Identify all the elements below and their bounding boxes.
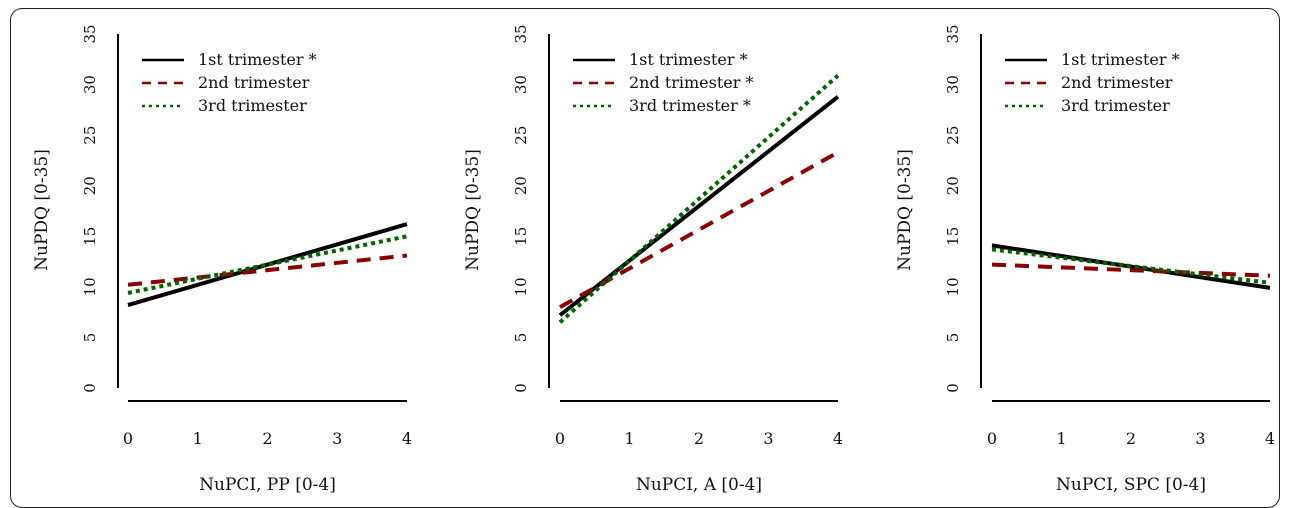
- y-tick-label: 25: [81, 126, 99, 145]
- legend-label: 2nd trimester *: [629, 73, 754, 92]
- x-tick-label: 4: [833, 429, 843, 448]
- series-line-1: [558, 95, 840, 317]
- legend-label: 3rd trimester: [198, 96, 307, 115]
- y-tick-label: 15: [512, 227, 530, 246]
- x-axis-label: NuPCI, PP [0-4]: [199, 475, 336, 495]
- y-tick-label: 20: [944, 176, 962, 195]
- y-tick-label: 10: [944, 277, 962, 296]
- y-tick-label: 10: [81, 277, 99, 296]
- x-tick-label: 1: [193, 429, 203, 448]
- x-tick-label: 3: [763, 429, 773, 448]
- y-tick-label: 35: [512, 24, 530, 43]
- legend-label: 2nd trimester: [1061, 73, 1173, 92]
- y-tick-label: 35: [944, 24, 962, 43]
- x-tick-label: 2: [262, 429, 272, 448]
- y-tick-label: 15: [944, 227, 962, 246]
- legend-label: 3rd trimester *: [629, 96, 751, 115]
- y-tick-label: 30: [512, 75, 530, 94]
- x-tick-label: 0: [123, 429, 133, 448]
- y-tick-label: 0: [944, 383, 962, 393]
- y-tick-label: 15: [81, 227, 99, 246]
- chart-panel-3: 0 5 10 15 20 25 30 35 0 1 2 3 4 NuPDQ [0-35] NuPCI, SP…: [895, 24, 1275, 495]
- y-tick-label: 25: [512, 126, 530, 145]
- y-tick-label: 20: [512, 176, 530, 195]
- series-line-2: [127, 253, 408, 287]
- series-line-1: [127, 222, 408, 308]
- series-line-3: [991, 247, 1271, 285]
- x-axis-label: NuPCI, SPC [0-4]: [1056, 475, 1206, 495]
- x-tick-label: 0: [987, 429, 997, 448]
- x-tick-label: 2: [694, 429, 704, 448]
- x-tick-label: 0: [555, 429, 565, 448]
- y-tick-label: 25: [944, 126, 962, 145]
- series-line-2: [559, 150, 839, 309]
- legend-label: 3rd trimester: [1061, 96, 1170, 115]
- y-tick-label: 30: [944, 75, 962, 94]
- y-axis-label: NuPDQ [0-35]: [32, 149, 52, 271]
- legend-label: 1st trimester *: [1061, 50, 1180, 69]
- series-line-2: [991, 262, 1271, 278]
- x-tick-label: 1: [624, 429, 634, 448]
- x-tick-label: 3: [1195, 429, 1205, 448]
- y-tick-label: 35: [81, 24, 99, 43]
- y-tick-label: 5: [512, 333, 530, 343]
- y-tick-label: 20: [81, 176, 99, 195]
- y-tick-label: 0: [81, 383, 99, 393]
- series-line-3: [558, 74, 840, 324]
- legend-label: 1st trimester *: [629, 50, 748, 69]
- y-axis-label: NuPDQ [0-35]: [895, 149, 915, 271]
- series-line-1: [991, 243, 1271, 290]
- x-tick-label: 1: [1056, 429, 1066, 448]
- chart-panel-1: 0 5 10 15 20 25 30 35 0 1 2 3 4 NuPDQ [0-35] NuPCI, PP…: [32, 24, 412, 495]
- y-tick-label: 5: [81, 333, 99, 343]
- legend-label: 2nd trimester: [198, 73, 310, 92]
- x-axis-label: NuPCI, A [0-4]: [636, 475, 762, 495]
- x-tick-label: 3: [332, 429, 342, 448]
- y-tick-label: 0: [512, 383, 530, 393]
- x-tick-label: 4: [402, 429, 412, 448]
- x-tick-label: 4: [1265, 429, 1275, 448]
- y-tick-label: 30: [81, 75, 99, 94]
- x-tick-label: 2: [1126, 429, 1136, 448]
- y-tick-label: 5: [944, 333, 962, 343]
- legend-label: 1st trimester *: [198, 50, 317, 69]
- y-axis-label: NuPDQ [0-35]: [463, 149, 483, 271]
- y-tick-label: 10: [512, 277, 530, 296]
- chart-panel-2: 0 5 10 15 20 25 30 35 0 1 2 3 4 NuPDQ [0-35] NuPCI, A …: [463, 24, 843, 495]
